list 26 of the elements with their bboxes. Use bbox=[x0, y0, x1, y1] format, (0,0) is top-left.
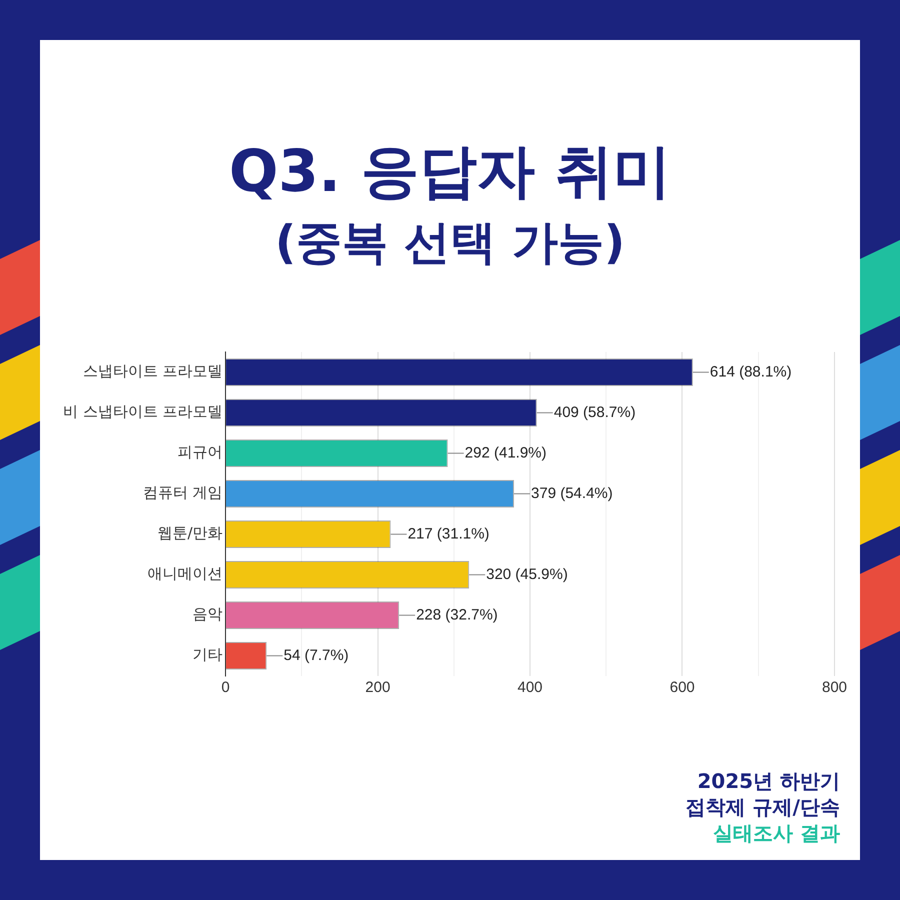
y-tick-label: 애니메이션 bbox=[148, 564, 223, 583]
x-tick-label: 600 bbox=[670, 679, 695, 696]
y-tick-label: 비 스냅타이트 프라모델 bbox=[62, 402, 223, 421]
text: 접착제 규제/단속 bbox=[686, 794, 840, 820]
y-tick-label: 스냅타이트 프라모델 bbox=[82, 362, 223, 380]
data-label: 292 (41.9%) bbox=[464, 444, 547, 462]
y-tick-label: 피규어 bbox=[178, 443, 223, 462]
chart-title: Q3. 응답자 취미 bbox=[228, 136, 672, 207]
chart-subtitle: (중복 선택 가능) bbox=[274, 214, 626, 271]
x-tick-label: 0 bbox=[221, 679, 230, 696]
y-tick-label: 기타 bbox=[192, 646, 223, 664]
text: 실태조사 결과 bbox=[712, 820, 840, 846]
data-label: 614 (88.1%) bbox=[710, 363, 792, 380]
y-tick-label: 음악 bbox=[192, 605, 223, 624]
y-tick-label: 웹툰/만화 bbox=[157, 524, 223, 542]
data-label: 409 (58.7%) bbox=[554, 404, 636, 421]
x-tick-label: 200 bbox=[365, 679, 390, 696]
text: 2025년 하반기 bbox=[696, 768, 840, 794]
data-label: 228 (32.7%) bbox=[416, 606, 498, 624]
y-tick-label: 컴퓨터 게임 bbox=[142, 484, 223, 502]
data-label: 320 (45.9%) bbox=[486, 566, 568, 583]
data-label: 217 (31.1%) bbox=[408, 525, 490, 542]
x-tick-label: 800 bbox=[822, 679, 847, 696]
data-label: 379 (54.4%) bbox=[531, 484, 613, 502]
data-label: 54 (7.7%) bbox=[284, 646, 349, 664]
x-tick-label: 400 bbox=[517, 679, 543, 696]
